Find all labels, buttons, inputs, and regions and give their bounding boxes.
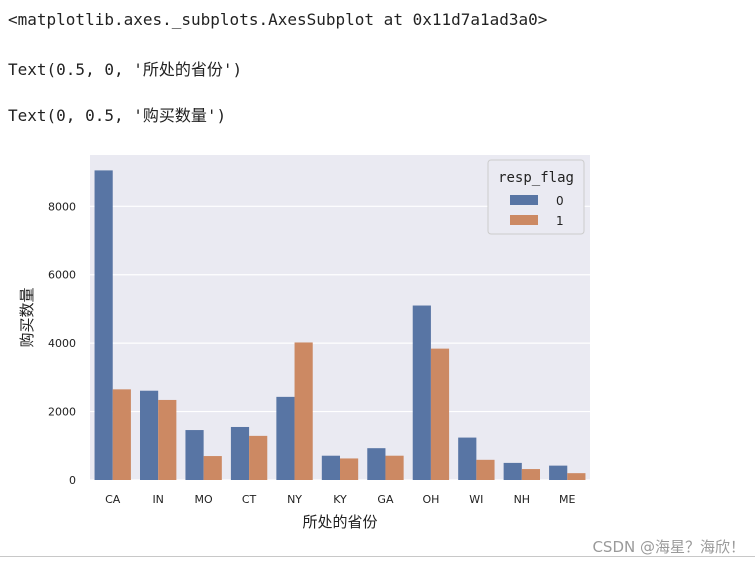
bar-OH-series-0 — [412, 305, 431, 480]
y-tick-label: 2000 — [48, 406, 76, 419]
bar-ME-series-1 — [567, 473, 586, 480]
x-axis-label: 所处的省份 — [302, 513, 377, 531]
output-axes-repr: <matplotlib.axes._subplots.AxesSubplot a… — [8, 10, 548, 29]
bar-KY-series-1 — [340, 458, 359, 480]
y-tick-label: 8000 — [48, 200, 76, 213]
output-ylabel-text: Text(0, 0.5, '购买数量') — [8, 106, 227, 125]
bar-GA-series-0 — [367, 448, 386, 480]
bar-KY-series-0 — [321, 455, 340, 480]
bar-ME-series-0 — [549, 465, 568, 480]
y-tick-label: 6000 — [48, 269, 76, 282]
x-tick-label: MO — [195, 493, 213, 506]
bar-CT-series-1 — [249, 435, 268, 480]
x-tick-label: NY — [287, 493, 302, 506]
bar-NY-series-1 — [294, 342, 313, 480]
x-tick-label: CT — [242, 493, 257, 506]
legend-entry-1: 1 — [556, 214, 564, 228]
bar-CT-series-0 — [230, 426, 250, 480]
bar-OH-series-1 — [430, 348, 450, 480]
bar-WI-series-0 — [458, 437, 477, 480]
y-axis-label: 购买数量 — [18, 287, 36, 347]
bar-NH-series-1 — [521, 469, 540, 480]
bar-IN-series-1 — [158, 399, 177, 480]
bar-MO-series-1 — [203, 456, 222, 480]
bar-MO-series-0 — [185, 430, 204, 480]
bar-GA-series-1 — [385, 455, 404, 480]
bar-CA-series-1 — [112, 389, 131, 480]
x-tick-label: IN — [152, 493, 163, 506]
x-tick-label: GA — [377, 493, 394, 506]
y-tick-labels: 0 2000 4000 6000 8000 — [48, 200, 76, 487]
bar-chart: 0 2000 4000 6000 8000 CA IN MO CT NY KY GA OH WI NH ME… — [18, 155, 590, 531]
legend-title: resp_flag — [498, 170, 574, 186]
y-tick-label: 0 — [69, 474, 76, 487]
bar-NY-series-0 — [276, 396, 295, 480]
x-tick-label: WI — [469, 493, 483, 506]
bars — [94, 170, 586, 480]
watermark: CSDN @海星？海欣！ — [592, 538, 745, 556]
output-xlabel-text: Text(0.5, 0, '所处的省份') — [8, 60, 243, 79]
x-tick-labels: CA IN MO CT NY KY GA OH WI NH ME — [105, 493, 575, 506]
legend-swatch-0 — [510, 195, 538, 205]
x-tick-label: NH — [514, 493, 531, 506]
bottom-divider — [0, 556, 755, 557]
bar-WI-series-1 — [476, 459, 495, 480]
legend-entry-0: 0 — [556, 194, 564, 208]
x-tick-label: OH — [422, 493, 439, 506]
bar-NH-series-0 — [503, 462, 522, 480]
legend-swatch-1 — [510, 215, 538, 225]
x-tick-label: KY — [333, 493, 347, 506]
x-tick-label: ME — [559, 493, 575, 506]
y-tick-label: 4000 — [48, 337, 76, 350]
bar-IN-series-0 — [140, 390, 159, 480]
x-tick-label: CA — [105, 493, 121, 506]
legend: resp_flag 0 1 — [487, 159, 585, 235]
bar-CA-series-0 — [94, 170, 113, 480]
